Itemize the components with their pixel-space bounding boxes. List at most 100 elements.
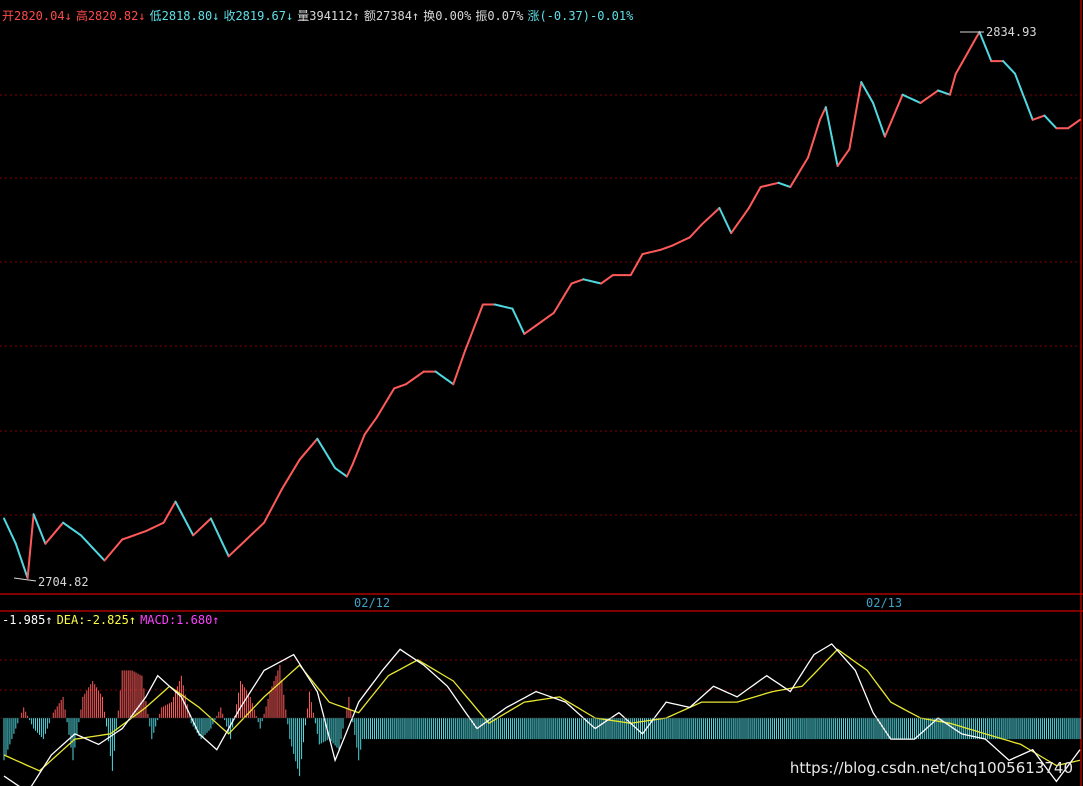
price-segment: [813, 118, 821, 140]
price-segment: [878, 118, 886, 138]
price-segment: [446, 379, 455, 386]
price-segment: [765, 183, 774, 187]
price-segment: [978, 31, 987, 48]
price-segment: [1031, 116, 1040, 121]
price-segment: [239, 538, 248, 547]
price-segment: [836, 156, 845, 167]
price-segment: [410, 374, 419, 381]
low-annotation: 2704.82: [38, 575, 89, 589]
price-segment: [91, 546, 100, 556]
price-segment: [476, 303, 484, 321]
price-segment: [718, 207, 727, 222]
price-segment: [434, 370, 443, 377]
price-segment: [771, 181, 780, 186]
price-segment: [26, 513, 35, 579]
price-segment: [830, 135, 839, 167]
price-segment: [375, 407, 384, 419]
price-segment: [162, 511, 171, 524]
price-segment: [541, 316, 549, 323]
price-segment: [133, 532, 141, 537]
price-segment: [883, 121, 892, 138]
price-segment: [109, 545, 118, 555]
macd-header-bar: -1.985↑ DEA:-2.825↑ MACD:1.680↑: [2, 613, 224, 627]
dif-value: -1.985↑: [2, 613, 53, 627]
price-segment: [842, 148, 851, 159]
price-segment: [919, 97, 928, 104]
price-segment: [742, 207, 750, 218]
price-segment: [682, 236, 691, 242]
price-segment: [546, 311, 555, 319]
price-segment: [292, 458, 301, 471]
close-price: 收2819.67↓: [223, 9, 294, 23]
price-segment: [517, 320, 526, 335]
price-segment: [1019, 88, 1028, 106]
price-segment: [97, 553, 106, 562]
price-segment: [966, 41, 975, 54]
dea-value: DEA:-2.825↑: [56, 613, 137, 627]
price-segment: [795, 166, 804, 179]
price-segment: [872, 102, 880, 121]
price-segment: [204, 517, 212, 526]
price-segment: [671, 241, 679, 247]
price-segment: [937, 89, 945, 94]
price-segment: [665, 244, 674, 249]
price-segment: [79, 534, 88, 543]
watermark: https://blog.csdn.net/chq1005613740: [789, 759, 1073, 777]
price-segment: [464, 334, 473, 352]
price-segment: [972, 31, 981, 44]
price-segment: [1049, 120, 1058, 130]
price-segment: [73, 530, 82, 537]
price-segment: [1014, 72, 1022, 91]
price-segment: [198, 523, 206, 531]
price-segment: [818, 106, 827, 121]
price-segment: [913, 99, 922, 104]
price-segment: [535, 320, 543, 327]
price-segment: [736, 215, 744, 226]
price-segment: [564, 282, 573, 295]
price-segment: [712, 207, 721, 215]
price-segment: [286, 468, 295, 481]
price-segment: [499, 304, 508, 309]
volume: 量394112↑: [297, 9, 360, 23]
price-segment: [925, 93, 934, 100]
price-segment: [452, 366, 461, 386]
price-segment: [629, 263, 638, 277]
price-segment: [458, 349, 467, 369]
price-segment: [121, 536, 130, 541]
price-segment: [753, 186, 762, 199]
price-segment: [1037, 114, 1046, 119]
price-segment: [150, 524, 159, 530]
price-segment: [594, 281, 603, 285]
low-price: 低2818.80↓: [149, 9, 220, 23]
price-segment: [192, 528, 201, 537]
price-segment: [529, 324, 538, 331]
price-segment: [1043, 114, 1052, 123]
price-segment: [789, 176, 798, 188]
price-segment: [848, 114, 857, 151]
price-segment: [854, 81, 863, 117]
low-annotation-leader: [13, 577, 37, 582]
price-segment: [759, 184, 768, 188]
price-segment: [103, 552, 112, 562]
price-segment: [275, 488, 283, 502]
price-segment: [399, 383, 407, 388]
open-price: 开2820.04↓: [2, 9, 72, 23]
price-segment: [635, 253, 644, 266]
price-segment: [570, 280, 579, 285]
price-segment: [960, 51, 969, 65]
price-segment: [653, 248, 662, 253]
price-segment: [724, 219, 733, 235]
amplitude: 振0.07%: [475, 9, 524, 23]
price-segment: [895, 93, 904, 110]
price-segment: [257, 521, 266, 530]
price-segment: [316, 437, 325, 450]
price-segment: [416, 370, 425, 377]
high-price: 高2820.82↓: [75, 9, 146, 23]
price-segment: [363, 425, 372, 436]
price-segment: [304, 444, 313, 454]
price-segment: [245, 532, 254, 541]
price-segment: [1008, 66, 1016, 75]
price-segment: [866, 91, 875, 104]
price-segment: [310, 437, 319, 447]
